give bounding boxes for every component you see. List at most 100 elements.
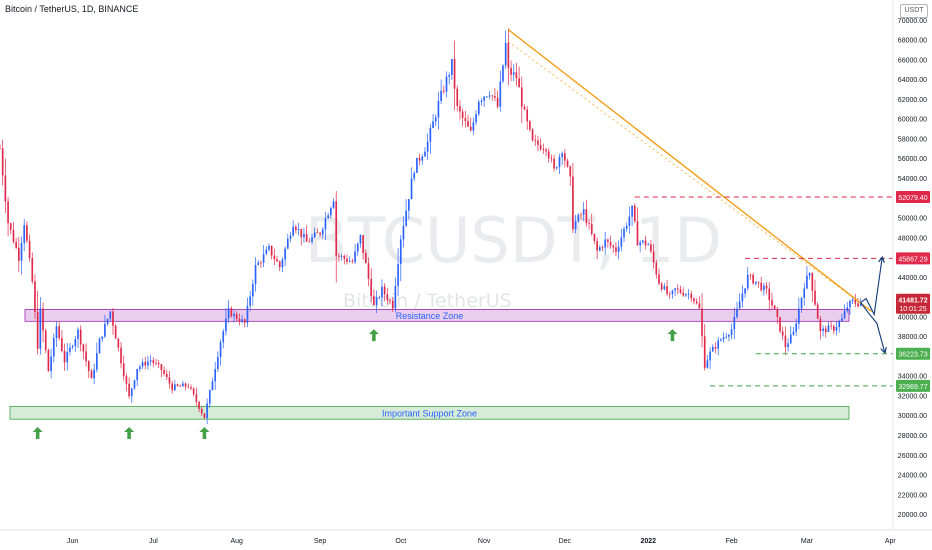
candle-body	[74, 339, 77, 347]
candle-body	[539, 144, 542, 150]
candle-body	[114, 325, 117, 339]
candle-body	[192, 388, 195, 395]
candle-body	[133, 380, 136, 389]
candle-body	[647, 244, 650, 246]
candle-body	[685, 294, 687, 296]
level-badge-bg	[896, 347, 930, 360]
candle-body	[217, 356, 219, 370]
candle-body	[625, 225, 628, 229]
currency-button[interactable]: USDT	[900, 4, 928, 18]
candle-body	[157, 363, 160, 365]
candle-body	[652, 251, 655, 263]
candle-body	[698, 303, 701, 309]
candle-body	[98, 338, 101, 354]
candle-body	[590, 223, 593, 234]
candle-body	[149, 360, 152, 362]
candle-body	[139, 366, 141, 370]
candle-body	[687, 293, 690, 295]
candle-body	[612, 245, 615, 248]
up-arrow-icon	[32, 427, 43, 440]
level-badge: 32969.77	[896, 379, 930, 392]
price-tick-label: 24000.00	[898, 473, 927, 480]
candle-body	[128, 383, 130, 397]
candle-body	[496, 97, 499, 107]
candle-body	[295, 226, 297, 231]
candle-body	[50, 356, 52, 372]
candle-body	[249, 296, 251, 306]
candle-body	[639, 242, 641, 246]
price-axis: 20000.00 22000.00 24000.00 26000.00 28000.00…	[892, 0, 932, 550]
candle-body	[849, 301, 851, 308]
candle-body	[819, 318, 822, 331]
level-badge-label: 52079.40	[898, 195, 927, 202]
candle-body	[351, 261, 354, 263]
candle-body	[15, 242, 17, 248]
candle-body	[313, 232, 316, 238]
candle-body	[695, 301, 698, 304]
time-axis-bg	[0, 530, 893, 550]
time-tick-label: Nov	[478, 538, 491, 545]
price-tick-label: 62000.00	[898, 97, 927, 104]
candles	[0, 28, 862, 425]
level-badge: 52079.40	[896, 190, 930, 203]
candle-body	[421, 156, 424, 161]
support-zone	[9, 405, 850, 420]
candle-body	[273, 255, 276, 260]
time-tick-label: Oct	[395, 538, 406, 545]
up-arrow-shape	[667, 329, 678, 342]
up-arrow-shape	[32, 427, 43, 440]
candle-body	[537, 140, 539, 145]
candle-body	[426, 141, 429, 152]
candle-body	[803, 288, 806, 298]
candle-body	[738, 301, 741, 309]
candle-body	[284, 248, 286, 260]
candle-body	[642, 240, 644, 243]
last-price-bg	[896, 293, 930, 314]
candle-body	[58, 326, 61, 339]
candle-body	[254, 264, 257, 284]
candle-body	[109, 311, 112, 319]
candle-body	[733, 316, 736, 330]
candle-body	[364, 252, 367, 264]
candle-body	[31, 258, 34, 282]
dotted-trendline	[508, 41, 872, 312]
candle-body	[182, 383, 184, 387]
candle-body	[243, 319, 246, 323]
candle-body	[402, 225, 405, 240]
descending-trendline	[507, 29, 872, 312]
candle-body	[628, 216, 631, 226]
candle-body	[69, 347, 71, 352]
candle-body	[327, 215, 329, 219]
candle-body	[82, 344, 85, 352]
candle-body	[87, 361, 90, 371]
candle-body	[655, 262, 658, 275]
candle-body	[507, 42, 510, 68]
candle-body	[292, 226, 295, 236]
candle-body	[233, 313, 235, 317]
candle-body	[26, 225, 28, 241]
candle-body	[381, 286, 383, 298]
candle-body	[580, 214, 582, 216]
price-tick-label: 22000.00	[898, 492, 927, 499]
candle-body	[459, 105, 461, 112]
candle-body	[488, 95, 491, 97]
candle-body	[386, 294, 389, 301]
candle-body	[346, 258, 348, 262]
projection-down	[860, 302, 886, 354]
candle-body	[399, 239, 402, 265]
candle-body	[574, 221, 577, 230]
candle-body	[741, 293, 744, 302]
time-axis: Jun Jul Aug Sep Oct Nov Dec 2022 Feb Mar Apr	[0, 529, 932, 550]
candle-body	[246, 305, 249, 323]
time-tick-label: Dec	[559, 538, 572, 545]
candle-body	[0, 148, 1, 150]
candle-body	[200, 408, 203, 414]
candle-body	[477, 101, 480, 115]
time-tick-label: Feb	[726, 538, 738, 545]
candle-body	[125, 376, 128, 384]
candle-body	[434, 117, 437, 122]
candle-body	[467, 120, 469, 127]
candle-body	[781, 331, 784, 336]
